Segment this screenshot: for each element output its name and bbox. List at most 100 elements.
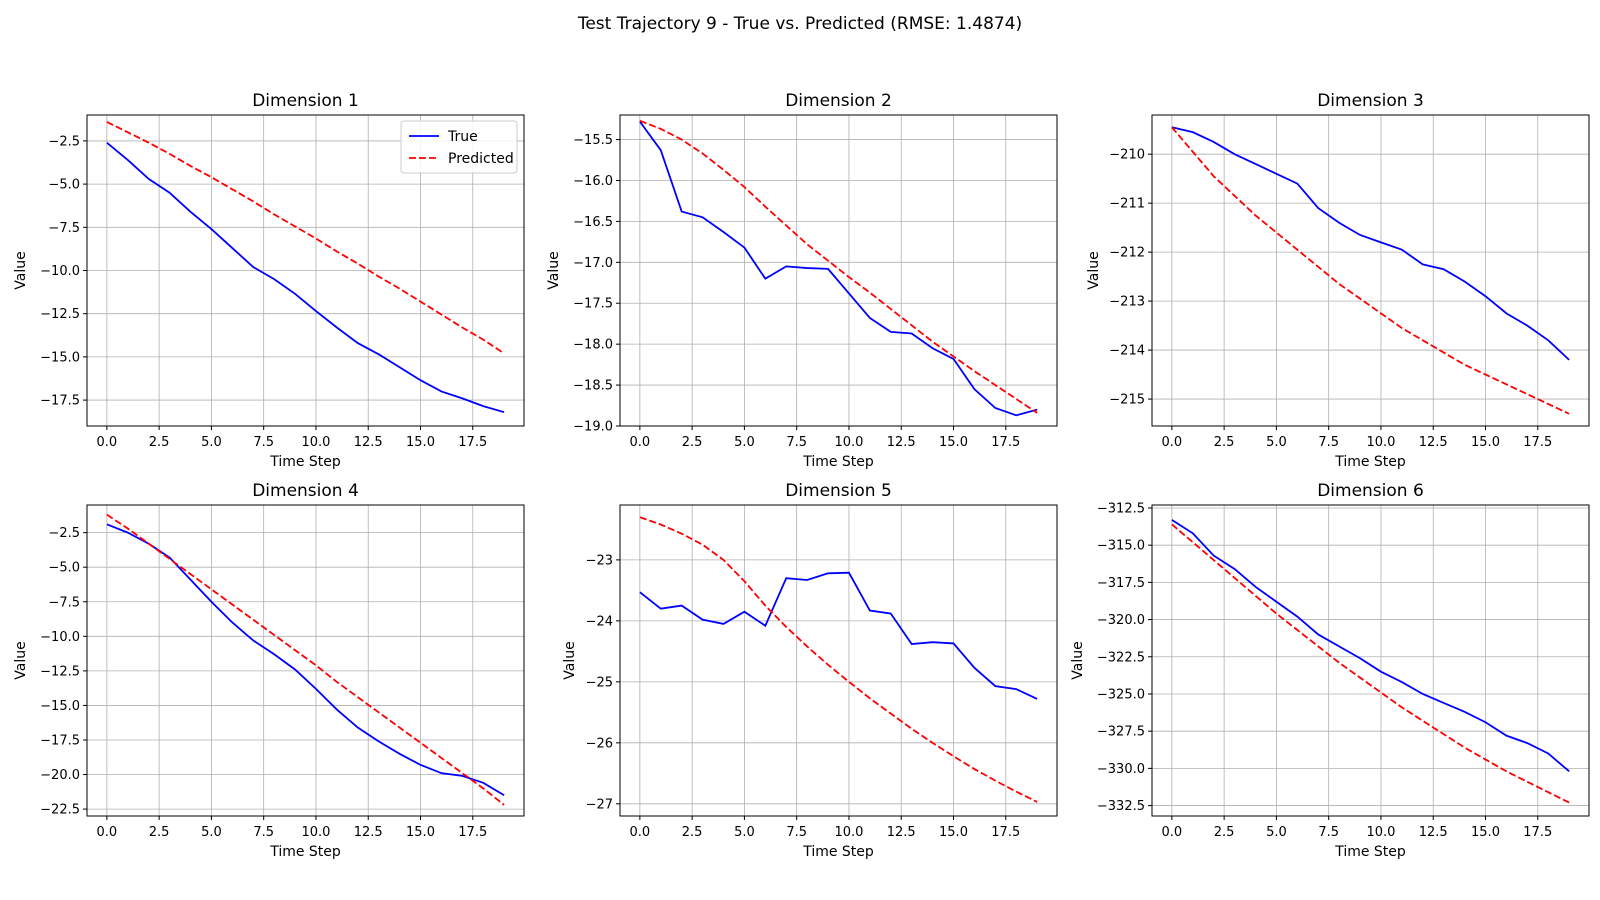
y-tick-label: −17.5 — [40, 733, 80, 748]
axes-frame — [1151, 114, 1590, 427]
subplot-dimension-4: 0.0 2.5 5.0 7.5 10.0 12.5 15.0 17.5 −2.5 −5.0 −7.5… — [13, 481, 525, 860]
y-tick-label: −2.5 — [48, 526, 80, 541]
y-tick-label: −10.0 — [40, 264, 80, 279]
x-tick-label: 2.5 — [149, 435, 170, 450]
x-tick-label: 15.0 — [406, 435, 435, 450]
y-tick-label: −312.5 — [1097, 501, 1145, 516]
x-axis-label: Time Step — [269, 454, 341, 470]
y-tick-label: −17.0 — [573, 256, 613, 271]
x-tick-label: 5.0 — [734, 435, 755, 450]
y-tick-label: −7.5 — [48, 595, 80, 610]
y-tick-label: −317.5 — [1097, 576, 1145, 591]
x-tick-label: 7.5 — [786, 825, 807, 840]
x-tick-label: 10.0 — [301, 435, 330, 450]
y-tick-label: −18.5 — [573, 379, 613, 394]
x-tick-label: 17.5 — [458, 825, 487, 840]
predicted-series-line — [1171, 523, 1570, 804]
true-series-line — [639, 121, 1038, 417]
y-tick-label: −5.0 — [48, 561, 80, 576]
true-series-line — [1171, 519, 1570, 773]
y-tick-label: −2.5 — [48, 134, 80, 149]
x-tick-label: 0.0 — [630, 435, 651, 450]
axes-frame — [619, 504, 1058, 817]
predicted-series-line — [106, 513, 505, 806]
y-tick-label: −320.0 — [1097, 613, 1145, 628]
x-tick-label: 17.5 — [1523, 825, 1552, 840]
x-tick-label: 17.5 — [458, 435, 487, 450]
y-axis-label: Value — [562, 641, 578, 679]
y-tick-label: −12.5 — [40, 664, 80, 679]
x-axis-label: Time Step — [269, 844, 341, 860]
y-tick-label: −12.5 — [40, 307, 80, 322]
predicted-series-line — [1171, 126, 1570, 415]
x-tick-label: 0.0 — [630, 825, 651, 840]
subplot-title: Dimension 4 — [252, 481, 359, 501]
x-tick-label: 10.0 — [834, 825, 863, 840]
axes-frame — [1151, 504, 1590, 817]
subplot-title: Dimension 2 — [785, 91, 892, 111]
x-tick-label: 17.5 — [1523, 435, 1552, 450]
x-tick-label: 5.0 — [1266, 825, 1287, 840]
x-tick-label: 2.5 — [1214, 825, 1235, 840]
predicted-series-line — [639, 516, 1038, 803]
subplot-title: Dimension 6 — [1317, 481, 1424, 501]
x-axis-label: Time Step — [1334, 454, 1406, 470]
x-tick-label: 12.5 — [354, 435, 383, 450]
x-tick-label: 10.0 — [1366, 435, 1395, 450]
x-tick-label: 2.5 — [682, 825, 703, 840]
axes-frame — [619, 114, 1058, 427]
x-tick-label: 7.5 — [1318, 435, 1339, 450]
y-tick-label: −215 — [1109, 393, 1145, 408]
x-axis-label: Time Step — [802, 454, 874, 470]
x-tick-label: 0.0 — [1162, 825, 1183, 840]
y-tick-label: −18.0 — [573, 338, 613, 353]
predicted-series-line — [106, 121, 505, 355]
x-tick-label: 0.0 — [97, 435, 118, 450]
x-tick-label: 15.0 — [1471, 435, 1500, 450]
x-tick-label: 2.5 — [149, 825, 170, 840]
x-tick-label: 17.5 — [991, 825, 1020, 840]
x-tick-label: 15.0 — [406, 825, 435, 840]
x-tick-label: 5.0 — [734, 825, 755, 840]
x-tick-label: 12.5 — [1419, 825, 1448, 840]
x-tick-label: 2.5 — [1214, 435, 1235, 450]
x-tick-label: 15.0 — [939, 825, 968, 840]
y-tick-label: −211 — [1109, 197, 1145, 212]
subplot-title: Dimension 5 — [785, 481, 892, 501]
subplot-dimension-1: 0.0 2.5 5.0 7.5 10.0 12.5 15.0 17.5 −2.5 −5.0 −7.5… — [13, 91, 525, 470]
y-axis-label: Value — [1070, 641, 1086, 679]
y-tick-label: −325.0 — [1097, 687, 1145, 702]
x-tick-label: 7.5 — [253, 435, 274, 450]
x-tick-label: 7.5 — [253, 825, 274, 840]
y-axis-label: Value — [546, 251, 562, 289]
legend: True Predicted — [400, 120, 518, 174]
true-series-line — [106, 141, 505, 414]
y-tick-label: −332.5 — [1097, 799, 1145, 814]
y-tick-label: −327.5 — [1097, 725, 1145, 740]
y-tick-label: −20.0 — [40, 768, 80, 783]
legend-label: True — [447, 129, 478, 145]
y-tick-label: −322.5 — [1097, 650, 1145, 665]
y-tick-label: −15.0 — [40, 699, 80, 714]
legend-label: Predicted — [448, 151, 514, 167]
y-tick-label: −27 — [586, 797, 613, 812]
y-axis-label: Value — [13, 251, 29, 289]
x-tick-label: 12.5 — [887, 825, 916, 840]
x-tick-label: 10.0 — [1366, 825, 1395, 840]
x-tick-label: 5.0 — [201, 825, 222, 840]
subplot-dimension-3: 0.0 2.5 5.0 7.5 10.0 12.5 15.0 17.5 −210 −211 −212… — [1086, 91, 1590, 470]
x-tick-label: 10.0 — [834, 435, 863, 450]
x-tick-label: 5.0 — [201, 435, 222, 450]
true-series-line — [106, 523, 505, 797]
x-tick-label: 7.5 — [1318, 825, 1339, 840]
y-tick-label: −213 — [1109, 295, 1145, 310]
y-tick-label: −25 — [586, 675, 613, 690]
x-tick-label: 5.0 — [1266, 435, 1287, 450]
true-series-line — [639, 571, 1038, 700]
x-tick-label: 0.0 — [1162, 435, 1183, 450]
y-tick-label: −16.5 — [573, 215, 613, 230]
predicted-series-line — [639, 119, 1038, 414]
y-tick-label: −26 — [586, 736, 613, 751]
y-tick-label: −16.0 — [573, 174, 613, 189]
legend-box — [400, 120, 518, 174]
